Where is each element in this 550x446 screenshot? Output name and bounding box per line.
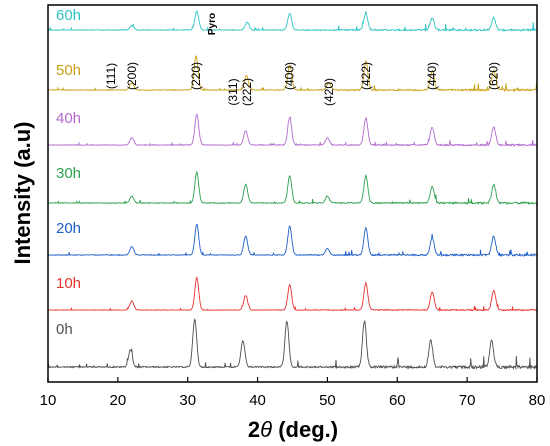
peak-label: (220) <box>189 62 203 90</box>
series-line-20h <box>47 223 538 258</box>
series-line-0h <box>47 318 538 370</box>
series-traces <box>47 10 538 370</box>
peak-label: (440) <box>425 62 439 90</box>
x-axis-title-suffix: (deg.) <box>272 417 338 442</box>
series-line-60h <box>47 10 538 33</box>
x-tick-label: 60 <box>389 392 406 409</box>
y-axis-title: Intensity (a.u) <box>10 121 35 264</box>
x-axis-title-symbol: θ <box>260 417 272 442</box>
series-label-20h: 20h <box>56 220 81 237</box>
peak-label: (420) <box>322 78 336 106</box>
peak-label: (222) <box>240 78 254 106</box>
series-label-60h: 60h <box>56 7 81 24</box>
series-labels: 0h 10h 20h 30h 40h 50h 60h <box>56 7 81 338</box>
x-tick-label: 30 <box>179 392 196 409</box>
series-label-10h: 10h <box>56 275 81 292</box>
series-label-30h: 30h <box>56 165 81 182</box>
peak-label: (422) <box>359 62 373 90</box>
peak-label: (200) <box>125 62 139 90</box>
x-axis-title-prefix: 2 <box>248 417 260 442</box>
x-tick-label: 50 <box>319 392 336 409</box>
x-tick-label: 40 <box>249 392 266 409</box>
series-label-0h: 0h <box>56 321 73 338</box>
series-line-30h <box>47 170 538 206</box>
peak-label: (311) <box>226 78 240 105</box>
series-label-40h: 40h <box>56 110 81 127</box>
peak-label: (111) <box>104 63 118 89</box>
peak-label: (400) <box>283 62 297 90</box>
x-tick-label: 70 <box>459 392 476 409</box>
peak-labels: (111) (200) (220) (311) (222) (400) (420) (422)… <box>104 13 501 106</box>
plot-frame <box>47 4 538 383</box>
x-tick-label: 80 <box>529 392 546 409</box>
series-line-40h <box>47 113 538 147</box>
series-line-10h <box>47 276 537 312</box>
x-axis-ticks: 10 20 30 40 50 60 70 80 <box>40 377 546 409</box>
pyro-label: Pyro <box>207 13 218 35</box>
peak-label: (620) <box>487 62 501 90</box>
series-label-50h: 50h <box>56 62 81 79</box>
series-line-50h <box>47 55 538 93</box>
x-tick-label: 10 <box>40 392 57 409</box>
x-axis-title: 2θ (deg.) <box>248 417 338 442</box>
x-tick-label: 20 <box>110 392 127 409</box>
